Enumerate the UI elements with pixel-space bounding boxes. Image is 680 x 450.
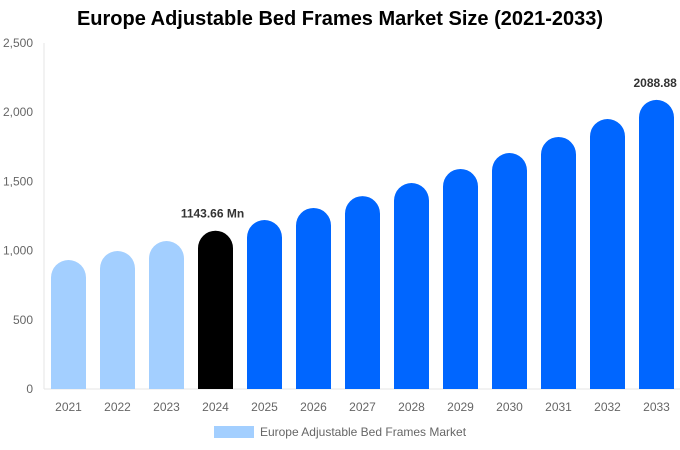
data-label: 2088.88 Mn: [633, 76, 680, 90]
bar-2023: [149, 241, 184, 389]
x-tick-label: 2032: [594, 400, 621, 414]
x-tick-label: 2025: [251, 400, 278, 414]
x-tick-label: 2031: [545, 400, 572, 414]
x-tick-label: 2027: [349, 400, 376, 414]
bar-2021: [51, 260, 86, 389]
bar-2028: [394, 183, 429, 389]
bar-2031: [541, 136, 576, 389]
legend-swatch: [213, 426, 254, 438]
chart-title: Europe Adjustable Bed Frames Market Size…: [76, 8, 604, 30]
y-tick-label: 1,500: [3, 174, 33, 188]
x-tick-label: 2026: [300, 400, 327, 414]
bar-2022: [100, 251, 135, 389]
y-tick-label: 2,500: [3, 36, 33, 50]
x-tick-label: 2028: [398, 400, 425, 414]
y-tick-label: 500: [13, 313, 33, 327]
x-tick-label: 2021: [55, 400, 82, 414]
y-tick-label: 0: [26, 382, 33, 396]
x-tick-label: 2033: [643, 400, 670, 414]
bar-2029: [443, 168, 478, 389]
legend-label: Europe Adjustable Bed Frames Market: [259, 425, 467, 439]
x-tick-label: 2030: [496, 400, 523, 414]
y-tick-label: 1,000: [3, 244, 33, 258]
bar-2026: [296, 207, 331, 389]
legend[interactable]: Europe Adjustable Bed Frames Market: [0, 425, 680, 439]
bar-2032: [590, 118, 625, 389]
x-tick-label: 2023: [153, 400, 180, 414]
y-tick-label: 2,000: [3, 105, 33, 119]
x-tick-label: 2024: [202, 400, 229, 414]
bar-2024: [198, 230, 233, 389]
bar-2025: [247, 220, 282, 389]
bar-2033: [639, 99, 674, 389]
data-label: 1143.66 Mn: [181, 207, 244, 221]
x-tick-label: 2029: [447, 400, 474, 414]
bar-2030: [492, 153, 527, 389]
bar-2027: [345, 196, 380, 389]
x-tick-label: 2022: [104, 400, 131, 414]
